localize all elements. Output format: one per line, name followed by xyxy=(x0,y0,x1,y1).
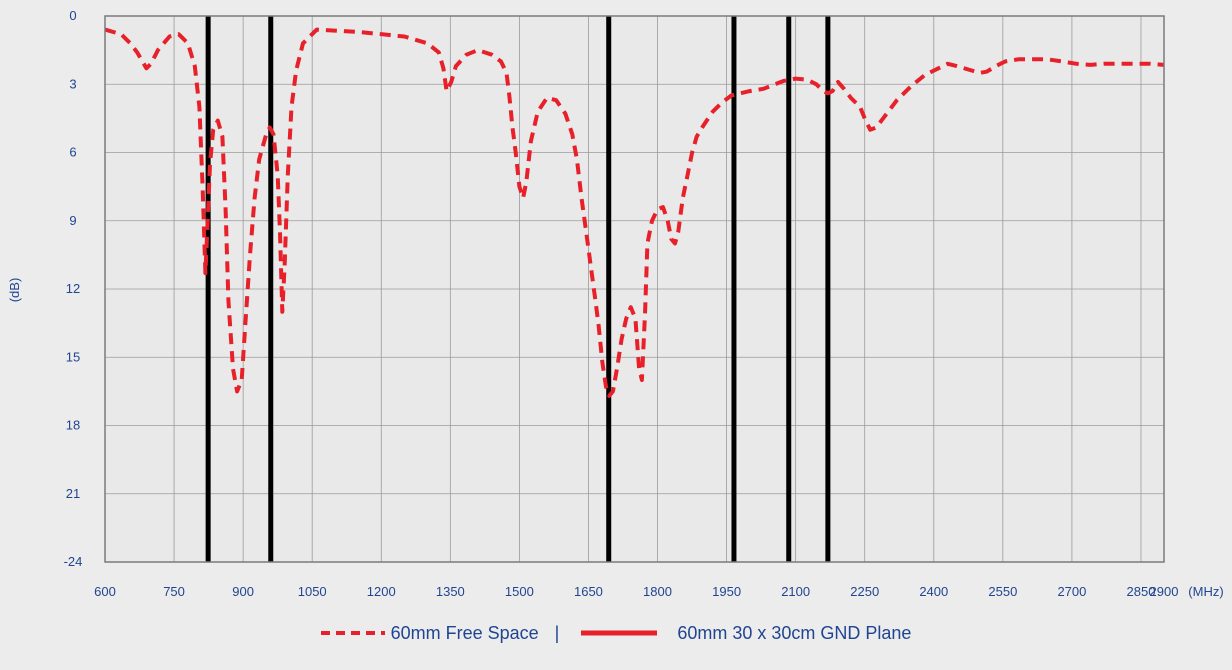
chart-legend: 60mm Free Space | 60mm 30 x 30cm GND Pla… xyxy=(0,618,1232,648)
legend-solid-swatch xyxy=(581,630,658,636)
y-tick-label: 18 xyxy=(66,418,80,433)
x-tick-label: 2900 xyxy=(1150,584,1179,599)
x-tick-label: 2400 xyxy=(919,584,948,599)
y-tick-label: 6 xyxy=(69,145,76,160)
x-tick-label: 1350 xyxy=(436,584,465,599)
x-tick-label: 2700 xyxy=(1057,584,1086,599)
x-tick-label: 1950 xyxy=(712,584,741,599)
y-axis-ticks: 0 3 6 9 12 15 18 21 -24 xyxy=(64,8,83,569)
y-axis-label: (dB) xyxy=(7,278,22,303)
x-tick-label: 1200 xyxy=(367,584,396,599)
legend-item-gnd-plane: 60mm 30 x 30cm GND Plane xyxy=(581,623,911,644)
x-axis-ticks: 600 750 900 1050 1200 1350 1500 1650 1800 1950 210… xyxy=(94,584,1178,599)
series-line xyxy=(104,27,1165,398)
x-tick-label: 1650 xyxy=(574,584,603,599)
y-tick-label: 0 xyxy=(69,8,76,23)
y-tick-label: -24 xyxy=(64,554,83,569)
legend-dashed-swatch xyxy=(320,631,385,635)
x-tick-label: 900 xyxy=(232,584,254,599)
legend-item-free-space: 60mm Free Space xyxy=(320,622,539,644)
x-tick-label: 2100 xyxy=(781,584,810,599)
x-tick-label: 750 xyxy=(163,584,185,599)
x-tick-label: 1800 xyxy=(643,584,672,599)
y-tick-label: 21 xyxy=(66,486,80,501)
legend-separator: | xyxy=(554,622,560,643)
x-tick-label: 2250 xyxy=(850,584,879,599)
series-lines xyxy=(104,27,1165,398)
y-tick-label: 12 xyxy=(66,281,80,296)
x-tick-label: 1050 xyxy=(298,584,327,599)
y-tick-label: 3 xyxy=(69,76,76,91)
x-tick-label: 600 xyxy=(94,584,116,599)
y-tick-label: 15 xyxy=(66,349,80,364)
legend-label-gnd-plane: 60mm 30 x 30cm GND Plane xyxy=(677,622,912,643)
vertical-band-markers xyxy=(205,16,831,562)
y-tick-label: 9 xyxy=(69,213,76,228)
antenna-return-loss-chart: 0 3 6 9 12 15 18 21 -24 600 750 900 1050 1200 1350 150… xyxy=(7,8,1224,599)
plot-frame xyxy=(104,15,1165,563)
legend-label-free-space: 60mm Free Space xyxy=(390,622,539,643)
x-tick-label: 1500 xyxy=(505,584,534,599)
x-tick-label: 2550 xyxy=(988,584,1017,599)
x-axis-unit: (MHz) xyxy=(1188,584,1223,599)
x-tick-label: 2850 xyxy=(1127,584,1156,599)
